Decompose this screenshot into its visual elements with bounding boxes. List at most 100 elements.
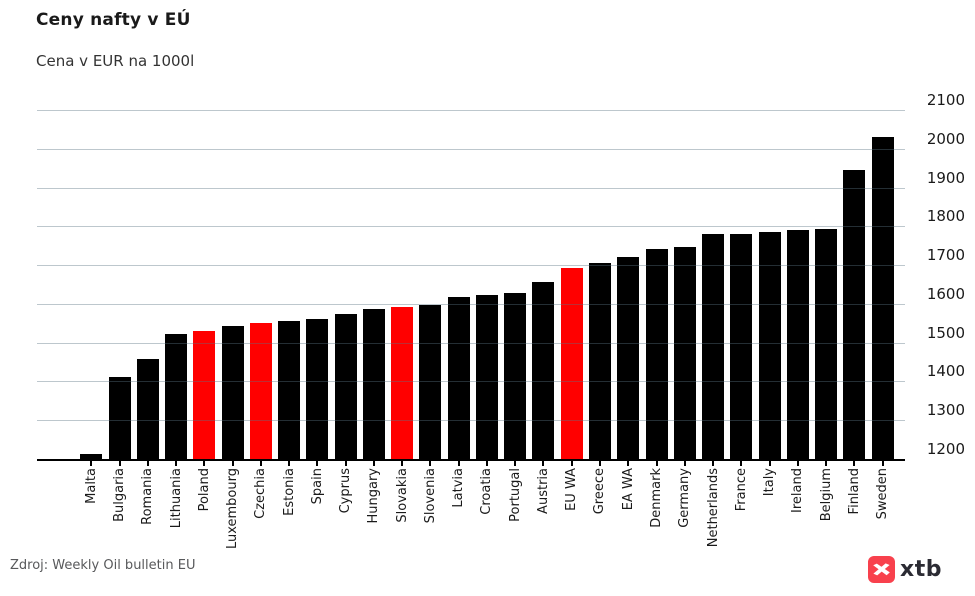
x-tick <box>655 461 658 466</box>
bar-germany <box>673 247 696 459</box>
x-label-text: Ireland <box>790 468 806 513</box>
bar-france <box>730 233 753 459</box>
x-tick <box>457 461 460 466</box>
x-tick <box>146 461 149 466</box>
bar-bulgaria <box>108 377 131 459</box>
x-label-text: Romania <box>140 468 156 525</box>
x-tick <box>712 461 715 466</box>
bar-luxembourg <box>221 325 244 459</box>
xtb-logo: xtb <box>868 556 942 583</box>
x-label-text: EA WA <box>620 468 636 511</box>
bar-austria <box>532 282 555 459</box>
xtb-logo-text: xtb <box>900 557 942 582</box>
x-label-france: France <box>727 468 755 583</box>
y-tick-label-1600: 1600 <box>926 284 965 303</box>
x-label-denmark: Denmark <box>643 468 671 583</box>
bar-cyprus <box>334 313 357 459</box>
bar-ireland <box>786 230 809 459</box>
x-label-luxembourg: Luxembourg <box>219 468 247 583</box>
x-tick <box>768 461 771 466</box>
x-label-finland: Finland <box>840 468 868 583</box>
bar-finland <box>843 169 866 459</box>
x-label-slovenia: Slovenia <box>416 468 444 583</box>
x-label-text: Bulgaria <box>112 468 128 522</box>
x-label-croatia: Croatia <box>473 468 501 583</box>
bar-romania <box>136 359 159 459</box>
x-label-hungary: Hungary <box>360 468 388 583</box>
x-label-italy: Italy <box>756 468 784 583</box>
x-tick <box>288 461 291 466</box>
bar-sweden <box>871 136 894 459</box>
x-label-ireland: Ireland <box>784 468 812 583</box>
x-label-netherlands: Netherlands <box>699 468 727 583</box>
gridline-2000 <box>37 148 905 150</box>
x-tick <box>740 461 743 466</box>
bar-lithuania <box>165 334 188 459</box>
x-label-text: Netherlands <box>705 468 721 548</box>
x-label-belgium: Belgium <box>812 468 840 583</box>
y-tick-label-1800: 1800 <box>926 207 965 226</box>
x-tick <box>401 461 404 466</box>
x-tick <box>570 461 573 466</box>
x-tick <box>881 461 884 466</box>
x-label-text: Italy <box>762 468 778 497</box>
x-label-text: Sweden <box>875 468 891 520</box>
x-label-text: Cyprus <box>338 468 354 514</box>
x-tick <box>598 461 601 466</box>
bar-poland <box>193 331 216 459</box>
x-tick <box>853 461 856 466</box>
y-tick-label-2000: 2000 <box>926 129 965 148</box>
x-label-text: Malta <box>83 468 99 504</box>
bar-italy <box>758 232 781 459</box>
xtb-x-icon <box>868 556 896 583</box>
x-label-text: Germany <box>677 468 693 528</box>
x-label-germany: Germany <box>671 468 699 583</box>
bar-czechia <box>249 322 272 459</box>
y-tick-label-1900: 1900 <box>926 168 965 187</box>
x-label-text: Spain <box>309 468 325 505</box>
x-tick <box>203 461 206 466</box>
x-label-austria: Austria <box>529 468 557 583</box>
x-label-text: Finland <box>846 468 862 515</box>
x-label-text: Denmark <box>649 468 664 528</box>
x-label-text: France <box>733 468 749 512</box>
bar-spain <box>306 319 329 459</box>
bar-estonia <box>278 320 301 459</box>
gridline-1700 <box>37 265 905 267</box>
y-tick-label-1400: 1400 <box>926 362 965 381</box>
x-label-text: Slovakia <box>394 468 410 523</box>
x-tick <box>683 461 686 466</box>
x-label-text: Estonia <box>281 468 297 516</box>
y-tick-label-2100: 2100 <box>926 91 965 109</box>
source-note: Zdroj: Weekly Oil bulletin EU <box>10 558 196 573</box>
bar-denmark <box>645 248 668 459</box>
gridline-1600 <box>37 303 905 305</box>
bar-hungary <box>362 308 385 459</box>
x-label-text: Czechia <box>253 468 269 519</box>
bar-slovenia <box>419 304 442 459</box>
x-label-czechia: Czechia <box>247 468 275 583</box>
gridline-1500 <box>37 342 905 344</box>
chart-subtitle: Cena v EUR na 1000l <box>36 52 195 70</box>
x-label-text: Greece <box>592 468 608 515</box>
x-label-ea-wa: EA WA <box>614 468 642 583</box>
gridline-1300 <box>37 420 905 422</box>
bar-malta <box>80 454 103 459</box>
y-tick-label-1300: 1300 <box>926 401 965 420</box>
bar-croatia <box>475 295 498 459</box>
bar-portugal <box>504 293 527 459</box>
x-tick <box>514 461 517 466</box>
x-label-text: Poland <box>196 468 212 512</box>
x-label-cyprus: Cyprus <box>332 468 360 583</box>
x-label-portugal: Portugal <box>501 468 529 583</box>
y-tick-label-1700: 1700 <box>926 246 965 265</box>
x-tick <box>231 461 234 466</box>
bar-greece <box>588 262 611 459</box>
x-label-text: Latvia <box>451 468 467 508</box>
x-label-estonia: Estonia <box>275 468 303 583</box>
x-tick <box>627 461 630 466</box>
xtb-logo-icon <box>868 556 896 583</box>
bar-latvia <box>447 296 470 459</box>
bar-belgium <box>815 228 838 459</box>
gridline-2100 <box>37 110 905 111</box>
